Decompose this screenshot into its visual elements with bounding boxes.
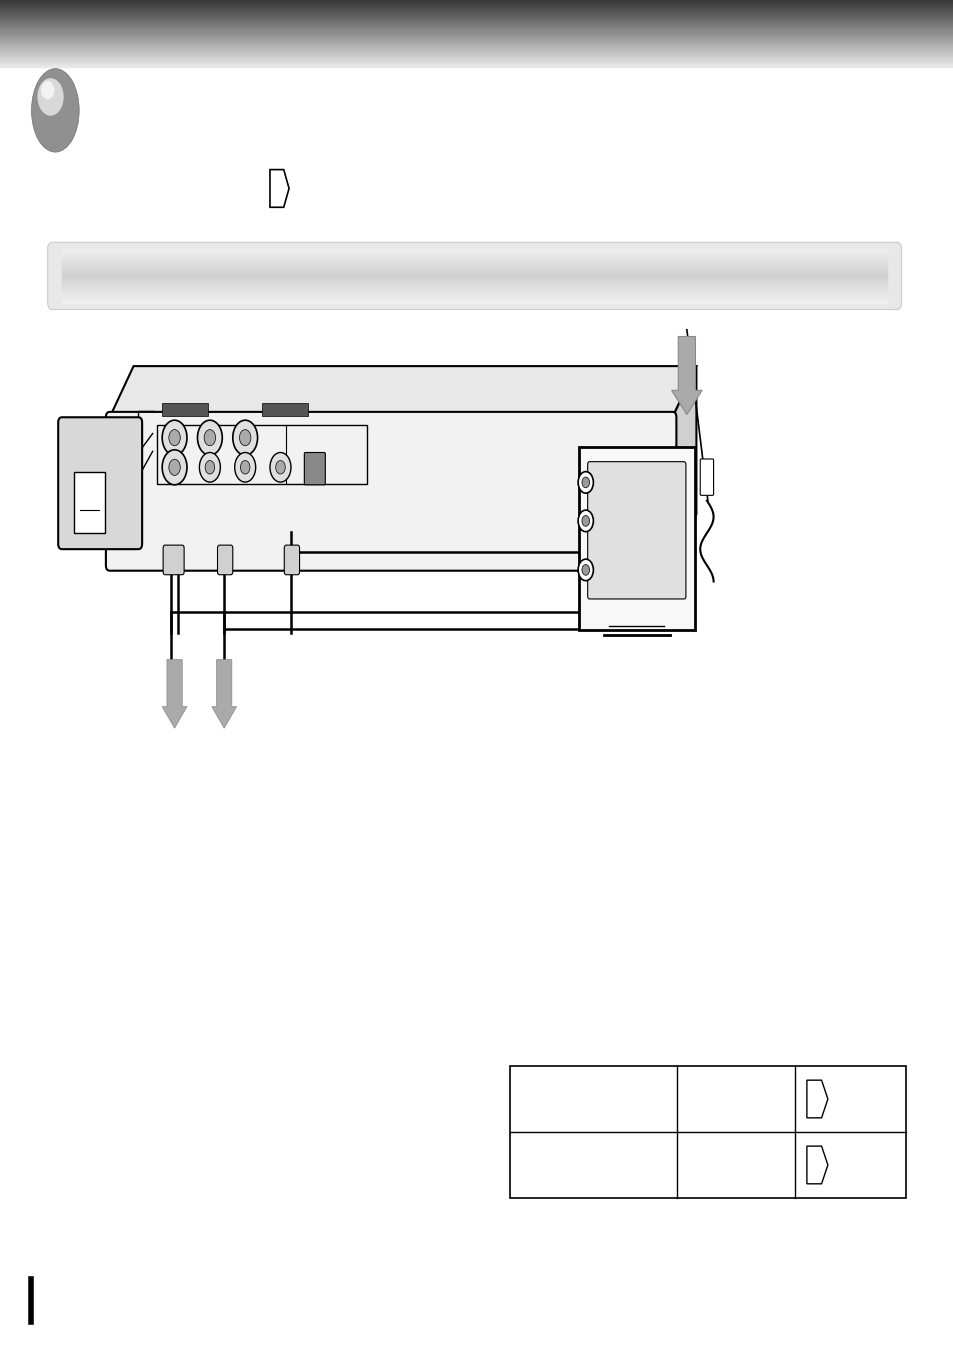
Circle shape [169,459,180,475]
FancyBboxPatch shape [48,242,901,310]
Circle shape [581,564,589,575]
FancyBboxPatch shape [162,402,208,416]
Circle shape [578,510,593,532]
Circle shape [162,420,187,455]
FancyBboxPatch shape [217,545,233,575]
Circle shape [581,476,589,487]
FancyBboxPatch shape [284,545,299,575]
Polygon shape [806,1079,827,1117]
FancyBboxPatch shape [700,459,713,495]
FancyArrow shape [162,660,187,728]
Polygon shape [110,366,696,417]
FancyBboxPatch shape [510,1066,905,1198]
Circle shape [578,471,593,493]
FancyBboxPatch shape [74,472,105,533]
FancyBboxPatch shape [163,545,184,575]
Circle shape [240,460,250,474]
Circle shape [204,429,215,446]
FancyBboxPatch shape [304,452,325,485]
Polygon shape [270,170,289,207]
Circle shape [239,429,251,446]
Circle shape [205,460,214,474]
FancyBboxPatch shape [58,417,142,549]
FancyBboxPatch shape [646,463,664,517]
Circle shape [578,559,593,580]
Circle shape [581,516,589,526]
FancyArrow shape [212,660,236,728]
FancyBboxPatch shape [578,447,694,630]
Polygon shape [672,366,696,565]
Circle shape [169,429,180,446]
Ellipse shape [41,81,54,100]
Circle shape [199,452,220,482]
Circle shape [197,420,222,455]
Circle shape [162,450,187,485]
Circle shape [270,452,291,482]
FancyBboxPatch shape [106,412,676,571]
Circle shape [275,460,285,474]
FancyBboxPatch shape [587,462,685,599]
FancyArrow shape [671,336,701,415]
Polygon shape [806,1145,827,1184]
Circle shape [233,420,257,455]
Circle shape [234,452,255,482]
Ellipse shape [31,69,79,152]
FancyBboxPatch shape [262,402,308,416]
Ellipse shape [37,78,64,116]
